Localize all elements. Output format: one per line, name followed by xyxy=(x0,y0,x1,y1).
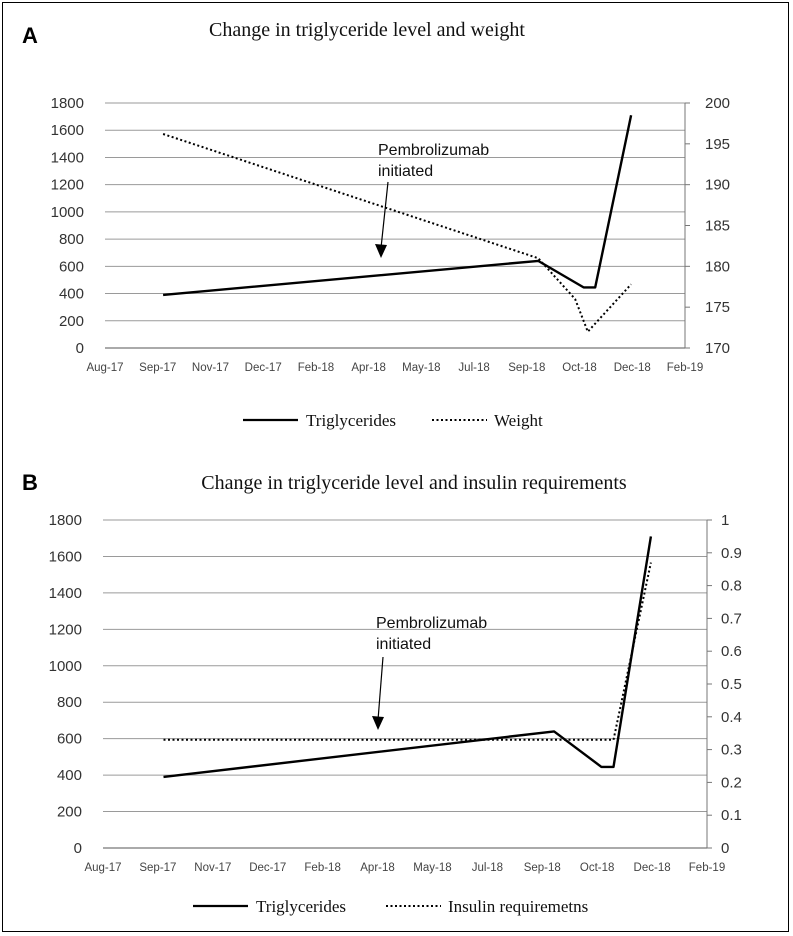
panel-a-x-tick-label: Dec-17 xyxy=(245,362,282,374)
panel-a-right-tick-label: 195 xyxy=(705,136,730,153)
panel-b-annotation: Pembrolizumab initiated xyxy=(372,615,487,730)
panel-a-right-tick-label: 170 xyxy=(705,340,730,357)
panel-a-left-tick-label: 600 xyxy=(59,258,84,275)
panel-a-annotation-arrow-shaft xyxy=(380,181,389,249)
panel-a-x-tick-label: Jul-18 xyxy=(458,362,489,374)
panel-b-right-tick-label: 0.2 xyxy=(721,774,742,791)
panel-a-right-tick-label: 190 xyxy=(705,177,730,194)
panel-b-left-tick-label: 200 xyxy=(57,804,82,821)
panel-b-x-tick-label: Dec-17 xyxy=(249,862,286,874)
panel-a-x-tick-label: Feb-19 xyxy=(667,362,703,374)
panel-a-series-triglycerides xyxy=(162,115,633,297)
panel-a-left-tick-label: 800 xyxy=(59,231,84,248)
panel-b-series-insulin-requiremetns xyxy=(163,562,652,741)
panel-b-legend-label-insulin: Insulin requiremetns xyxy=(448,897,588,916)
panel-b-series xyxy=(163,536,653,779)
panel-b-right-axis: 0 0.1 0.2 0.3 0.4 0.5 0.6 0.7 0.8 0.9 1 xyxy=(706,512,742,857)
panel-b-left-tick-label: 0 xyxy=(74,840,82,857)
panel-a-x-tick-label: Feb-18 xyxy=(298,362,334,374)
panel-b-x-tick-label: Feb-19 xyxy=(689,862,725,874)
panel-b-legend: Triglycerides Insulin requiremetns xyxy=(193,897,588,916)
panel-b-left-tick-label: 1000 xyxy=(49,658,82,675)
panel-a-series xyxy=(162,115,633,333)
panel-b-x-tick-label: Jul-18 xyxy=(472,862,503,874)
panel-a-left-tick-label: 200 xyxy=(59,313,84,330)
panel-a: A Change in triglyceride level and weigh… xyxy=(22,19,730,430)
panel-a-x-tick-label: Aug-17 xyxy=(86,362,123,374)
panel-a-left-tick-label: 1600 xyxy=(51,122,84,139)
panel-b-right-tick-label: 0.3 xyxy=(721,742,742,759)
panel-b-annotation-arrow-shaft xyxy=(377,656,384,721)
panel-a-x-tick-label: May-18 xyxy=(402,362,440,374)
panel-a-right-axis: 170 175 180 185 190 195 200 xyxy=(684,95,730,357)
panel-b-annotation-arrow-head xyxy=(372,716,384,730)
panel-b-x-tick-label: Nov-17 xyxy=(194,862,231,874)
panel-b-x-tick-label: Sep-17 xyxy=(139,862,176,874)
panel-a-left-tick-label: 0 xyxy=(76,340,84,357)
panel-b-x-tick-label: Aug-17 xyxy=(84,862,121,874)
panel-a-annotation-arrow-head xyxy=(375,244,387,258)
panel-b-right-tick-label: 0.9 xyxy=(721,545,742,562)
panel-a-legend-label-weight: Weight xyxy=(494,411,543,430)
panel-a-x-tick-label: Sep-18 xyxy=(508,362,545,374)
panel-a-left-tick-label: 1000 xyxy=(51,204,84,221)
panel-a-annotation-line2: initiated xyxy=(378,163,433,180)
panel-b-right-tick-label: 0.8 xyxy=(721,578,742,595)
panel-a-annotation-line1: Pembrolizumab xyxy=(378,142,489,159)
panel-a-left-tick-label: 1200 xyxy=(51,177,84,194)
panel-b: B Change in triglyceride level and insul… xyxy=(22,470,742,916)
panel-a-left-tick-label: 400 xyxy=(59,286,84,303)
panel-a-x-tick-label: Sep-17 xyxy=(139,362,176,374)
panel-b-right-tick-label: 0.5 xyxy=(721,676,742,693)
panel-a-title: Change in triglyceride level and weight xyxy=(209,19,525,41)
panel-b-title: Change in triglyceride level and insulin… xyxy=(201,472,627,494)
panel-a-series-weight xyxy=(162,133,632,333)
panel-b-left-tick-label: 400 xyxy=(57,767,82,784)
panel-b-left-tick-label: 1600 xyxy=(49,548,82,565)
panel-b-right-tick-label: 0 xyxy=(721,840,729,857)
panel-b-left-axis: 0 200 400 600 800 1000 1200 1400 1600 1800 xyxy=(49,512,82,857)
panel-a-legend-label-triglycerides: Triglycerides xyxy=(306,411,396,430)
panel-a-x-tick-label: Apr-18 xyxy=(351,362,386,374)
panel-b-legend-label-triglycerides: Triglycerides xyxy=(256,897,346,916)
panel-a-left-axis: 0 200 400 600 800 1000 1200 1400 1600 1800 xyxy=(51,95,84,357)
panel-b-x-axis: Aug-17 Sep-17 Nov-17 Dec-17 Feb-18 Apr-18 May-… xyxy=(84,862,725,874)
panel-a-x-axis: Aug-17 Sep-17 Nov-17 Dec-17 Feb-18 Apr-18 May-… xyxy=(86,362,703,374)
panel-b-x-tick-label: Sep-18 xyxy=(524,862,561,874)
panel-b-left-tick-label: 800 xyxy=(57,694,82,711)
panel-b-right-tick-label: 1 xyxy=(721,512,729,529)
panel-b-annotation-line1: Pembrolizumab xyxy=(376,615,487,632)
panel-b-series-triglycerides xyxy=(163,536,653,779)
panel-b-grid xyxy=(103,519,707,849)
panel-a-right-tick-label: 180 xyxy=(705,258,730,275)
panel-b-x-tick-label: Feb-18 xyxy=(304,862,340,874)
panel-a-left-tick-label: 1400 xyxy=(51,149,84,166)
panel-a-right-tick-label: 185 xyxy=(705,218,730,235)
panel-b-x-tick-label: Dec-18 xyxy=(634,862,671,874)
panel-a-annotation: Pembrolizumab initiated xyxy=(375,142,489,258)
panel-a-left-tick-label: 1800 xyxy=(51,95,84,112)
panel-a-x-tick-label: Oct-18 xyxy=(562,362,597,374)
panel-b-x-tick-label: Apr-18 xyxy=(360,862,395,874)
panel-b-left-tick-label: 1200 xyxy=(49,621,82,638)
panel-b-letter: B xyxy=(22,470,38,495)
panel-a-grid xyxy=(105,102,685,349)
panel-b-x-tick-label: Oct-18 xyxy=(580,862,615,874)
panel-b-annotation-line2: initiated xyxy=(376,636,431,653)
panel-b-right-tick-label: 0.1 xyxy=(721,807,742,824)
panel-a-x-tick-label: Nov-17 xyxy=(192,362,229,374)
panel-a-legend: Triglycerides Weight xyxy=(243,411,543,430)
panel-a-letter: A xyxy=(22,23,38,48)
panel-b-left-tick-label: 1800 xyxy=(49,512,82,529)
panel-b-right-tick-label: 0.6 xyxy=(721,643,742,660)
panel-b-left-tick-label: 600 xyxy=(57,731,82,748)
panel-b-x-tick-label: May-18 xyxy=(413,862,451,874)
panel-b-right-tick-label: 0.4 xyxy=(721,709,742,726)
panel-b-right-tick-label: 0.7 xyxy=(721,610,742,627)
panel-a-right-tick-label: 175 xyxy=(705,299,730,316)
panel-a-x-tick-label: Dec-18 xyxy=(614,362,651,374)
panel-b-left-tick-label: 1400 xyxy=(49,585,82,602)
panel-a-right-tick-label: 200 xyxy=(705,95,730,112)
